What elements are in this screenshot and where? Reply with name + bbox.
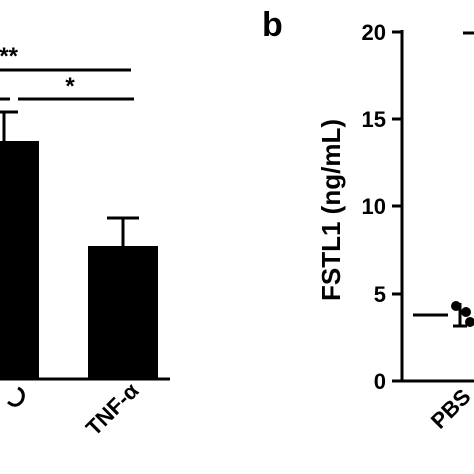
significance-label-1: *** <box>0 43 19 70</box>
y-tick-label-10: 10 <box>362 194 386 219</box>
x-tick-label-2: TNF-α <box>81 378 144 441</box>
significance-label-2: * <box>65 73 75 100</box>
y-tick-label-5: 5 <box>374 282 386 307</box>
y-tick-label-15: 15 <box>362 107 386 132</box>
x-tick-label-pbs: PBS <box>426 384 474 434</box>
partial-label-glyph <box>7 386 25 407</box>
bar-2 <box>88 246 158 379</box>
bar-1 <box>0 141 39 379</box>
panel-b: b FSTL1 (ng/mL) 20 15 10 5 0 PBS <box>262 6 474 434</box>
y-axis-label: FSTL1 (ng/mL) <box>316 119 346 301</box>
data-point-2 <box>461 307 471 317</box>
y-ticks <box>392 30 402 383</box>
panel-letter-b: b <box>262 6 283 44</box>
data-point-1 <box>451 301 461 311</box>
data-point-3 <box>465 317 474 327</box>
y-tick-label-0: 0 <box>374 369 386 394</box>
panel-a: *** * TNF-α <box>0 43 170 441</box>
y-tick-label-20: 20 <box>362 20 386 45</box>
